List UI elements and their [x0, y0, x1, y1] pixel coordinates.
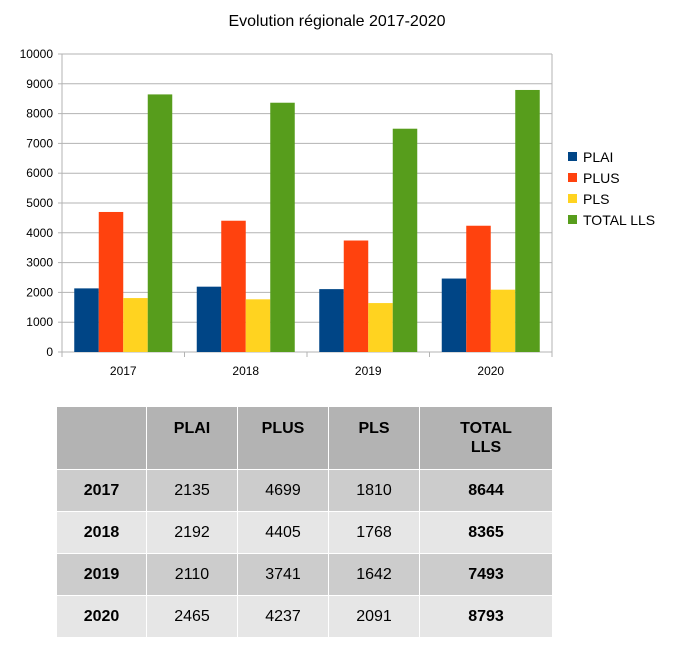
y-tick-label: 1000: [26, 315, 53, 329]
table-cell: 2465: [146, 595, 238, 638]
bar-plus-2019: [343, 240, 369, 352]
x-axis-ticks: 2017 2018 2019 2020: [110, 364, 505, 378]
bar-plai-2017: [74, 288, 99, 352]
bar-plai-2019: [319, 289, 344, 352]
table-cell: 4237: [237, 595, 329, 638]
bar-total-lls-2020: [515, 89, 540, 352]
x-tick-label: 2020: [477, 364, 504, 378]
x-tick-label: 2019: [355, 364, 382, 378]
table-header-pls: PLS: [328, 406, 420, 470]
y-tick-label: 5000: [26, 196, 53, 210]
bar-plus-2018: [221, 220, 246, 352]
row-label: 2017: [56, 469, 147, 512]
table-row: 2019 2110 3741 1642 7493: [56, 553, 553, 596]
y-tick-label: 10000: [20, 47, 54, 61]
bar-plai-2020: [441, 278, 467, 352]
table-cell: 1810: [328, 469, 420, 512]
y-tick-label: 7000: [26, 136, 53, 150]
bar-pls-2018: [245, 299, 271, 352]
table-header-row: PLAI PLUS PLS TOTAL LLS: [56, 406, 553, 470]
y-tick-label: 8000: [26, 107, 53, 121]
table-cell-total: 7493: [419, 553, 553, 596]
bar-total-lls-2019: [392, 128, 418, 352]
y-tick-label: 0: [46, 345, 53, 359]
chart-title: Evolution régionale 2017-2020: [228, 13, 445, 30]
table-cell: 2192: [146, 511, 238, 554]
bar-plai-2018: [196, 286, 222, 352]
table-cell: 4405: [237, 511, 329, 554]
table-header-total-lls: TOTAL LLS: [419, 406, 553, 470]
y-tick-label: 4000: [26, 226, 53, 240]
bar-pls-2019: [368, 303, 393, 352]
row-label: 2019: [56, 553, 147, 596]
table-cell: 1768: [328, 511, 420, 554]
legend: PLAI PLUS PLS TOTAL LLS: [568, 149, 655, 228]
x-tick-label: 2018: [232, 364, 259, 378]
legend-label: TOTAL LLS: [583, 212, 655, 228]
legend-label: PLUS: [583, 170, 620, 186]
data-table: PLAI PLUS PLS TOTAL LLS 2017 2135 4699 1…: [56, 406, 553, 638]
bar-pls-2020: [490, 289, 516, 352]
table-cell-total: 8793: [419, 595, 553, 638]
row-label: 2020: [56, 595, 147, 638]
table-header-plus: PLUS: [237, 406, 329, 470]
table-cell: 4699: [237, 469, 329, 512]
bar-total-lls-2018: [270, 102, 295, 353]
x-tick-label: 2017: [110, 364, 137, 378]
table-header-plai: PLAI: [146, 406, 238, 470]
legend-swatch: [568, 173, 577, 182]
grid-layer: [58, 53, 553, 357]
table-cell-total: 8365: [419, 511, 553, 554]
bars: [74, 89, 540, 353]
y-tick-label: 3000: [26, 256, 53, 270]
legend-swatch: [568, 194, 577, 203]
y-axis-ticks: 0 1000 2000 3000 4000 5000 6000 7000 8000 9000 100…: [20, 47, 54, 359]
table-cell: 2091: [328, 595, 420, 638]
legend-swatch: [568, 152, 577, 161]
table-cell: 2135: [146, 469, 238, 512]
legend-label: PLAI: [583, 149, 613, 165]
legend-swatch: [568, 215, 577, 224]
bar-plus-2017: [98, 211, 124, 352]
table-cell-total: 8644: [419, 469, 553, 512]
legend-label: PLS: [583, 191, 609, 207]
y-tick-label: 2000: [26, 285, 53, 299]
table-cell: 3741: [237, 553, 329, 596]
row-label: 2018: [56, 511, 147, 554]
y-tick-label: 9000: [26, 77, 53, 91]
table-row: 2018 2192 4405 1768 8365: [56, 511, 553, 554]
bar-total-lls-2017: [147, 94, 173, 352]
table-row: 2020 2465 4237 2091 8793: [56, 595, 553, 638]
table-cell: 2110: [146, 553, 238, 596]
table-row: 2017 2135 4699 1810 8644: [56, 469, 553, 512]
bar-chart: Evolution régionale 2017-2020 0 1000 2000 3…: [20, 13, 655, 378]
y-tick-label: 6000: [26, 166, 53, 180]
bar-plus-2020: [466, 225, 491, 352]
bar-pls-2017: [123, 298, 148, 352]
table-cell: 1642: [328, 553, 420, 596]
table-header-corner: [56, 406, 147, 470]
